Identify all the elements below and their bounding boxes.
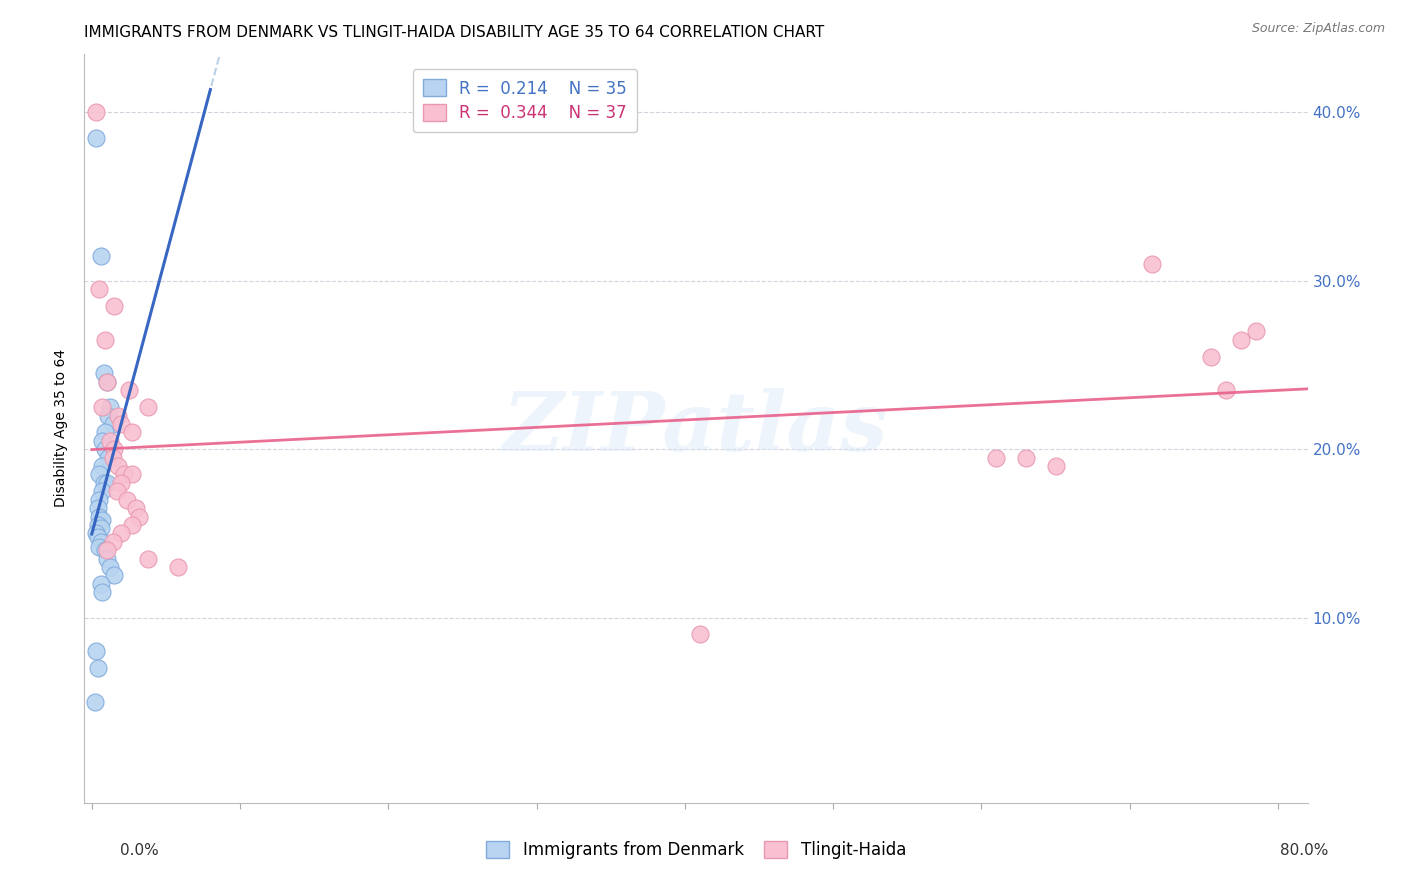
Point: [98, 400, 121, 414]
Point: [86, 530, 108, 544]
Legend: Immigrants from Denmark, Tlingit-Haida: Immigrants from Denmark, Tlingit-Haida: [479, 834, 912, 865]
Point: [91, 400, 114, 414]
Point: [121, 518, 143, 533]
Point: [110, 417, 132, 431]
Point: [93, 475, 115, 490]
Point: [89, 509, 111, 524]
Point: [90, 534, 112, 549]
Point: [118, 384, 141, 398]
Point: [107, 409, 129, 423]
Point: [86, 518, 108, 533]
Point: [1045, 458, 1067, 473]
Point: [1199, 350, 1222, 364]
Point: [112, 467, 135, 482]
Point: [89, 492, 111, 507]
Point: [97, 450, 120, 465]
Text: Source: ZipAtlas.com: Source: ZipAtlas.com: [1251, 22, 1385, 36]
Text: ZIPatlas: ZIPatlas: [503, 388, 889, 468]
Y-axis label: Disability Age 35 to 64: Disability Age 35 to 64: [55, 349, 69, 508]
Point: [689, 627, 711, 641]
Point: [84, 644, 107, 658]
Point: [136, 551, 159, 566]
Text: IMMIGRANTS FROM DENMARK VS TLINGIT-HAIDA DISABILITY AGE 35 TO 64 CORRELATION CHA: IMMIGRANTS FROM DENMARK VS TLINGIT-HAIDA…: [84, 25, 824, 40]
Point: [105, 484, 128, 499]
Point: [90, 577, 112, 591]
Point: [986, 450, 1008, 465]
Point: [89, 467, 111, 482]
Point: [117, 492, 139, 507]
Point: [91, 458, 114, 473]
Point: [86, 661, 108, 675]
Point: [97, 409, 120, 423]
Point: [1015, 450, 1038, 465]
Point: [90, 249, 112, 263]
Text: 80.0%: 80.0%: [1281, 843, 1329, 858]
Point: [98, 434, 121, 448]
Point: [103, 442, 125, 457]
Point: [84, 130, 107, 145]
Point: [91, 513, 114, 527]
Point: [110, 526, 132, 541]
Point: [110, 475, 132, 490]
Point: [1215, 384, 1237, 398]
Point: [96, 551, 118, 566]
Point: [1244, 324, 1267, 338]
Point: [136, 400, 159, 414]
Point: [94, 543, 117, 558]
Point: [96, 475, 118, 490]
Point: [96, 375, 118, 389]
Text: 0.0%: 0.0%: [120, 843, 159, 858]
Point: [94, 333, 117, 347]
Point: [103, 299, 125, 313]
Point: [93, 367, 115, 381]
Point: [86, 501, 108, 516]
Point: [96, 543, 118, 558]
Point: [91, 484, 114, 499]
Point: [103, 568, 125, 582]
Point: [96, 375, 118, 389]
Point: [121, 425, 143, 440]
Point: [166, 560, 188, 574]
Point: [91, 585, 114, 599]
Point: [94, 425, 117, 440]
Point: [128, 509, 150, 524]
Point: [121, 467, 143, 482]
Point: [91, 434, 114, 448]
Point: [84, 105, 107, 120]
Point: [125, 501, 148, 516]
Point: [98, 560, 121, 574]
Point: [107, 458, 129, 473]
Point: [90, 521, 112, 535]
Point: [89, 540, 111, 554]
Point: [101, 417, 124, 431]
Point: [1140, 257, 1163, 271]
Point: [89, 282, 111, 296]
Point: [101, 450, 124, 465]
Point: [1230, 333, 1253, 347]
Point: [101, 534, 124, 549]
Point: [83, 695, 105, 709]
Point: [94, 442, 117, 457]
Point: [84, 526, 107, 541]
